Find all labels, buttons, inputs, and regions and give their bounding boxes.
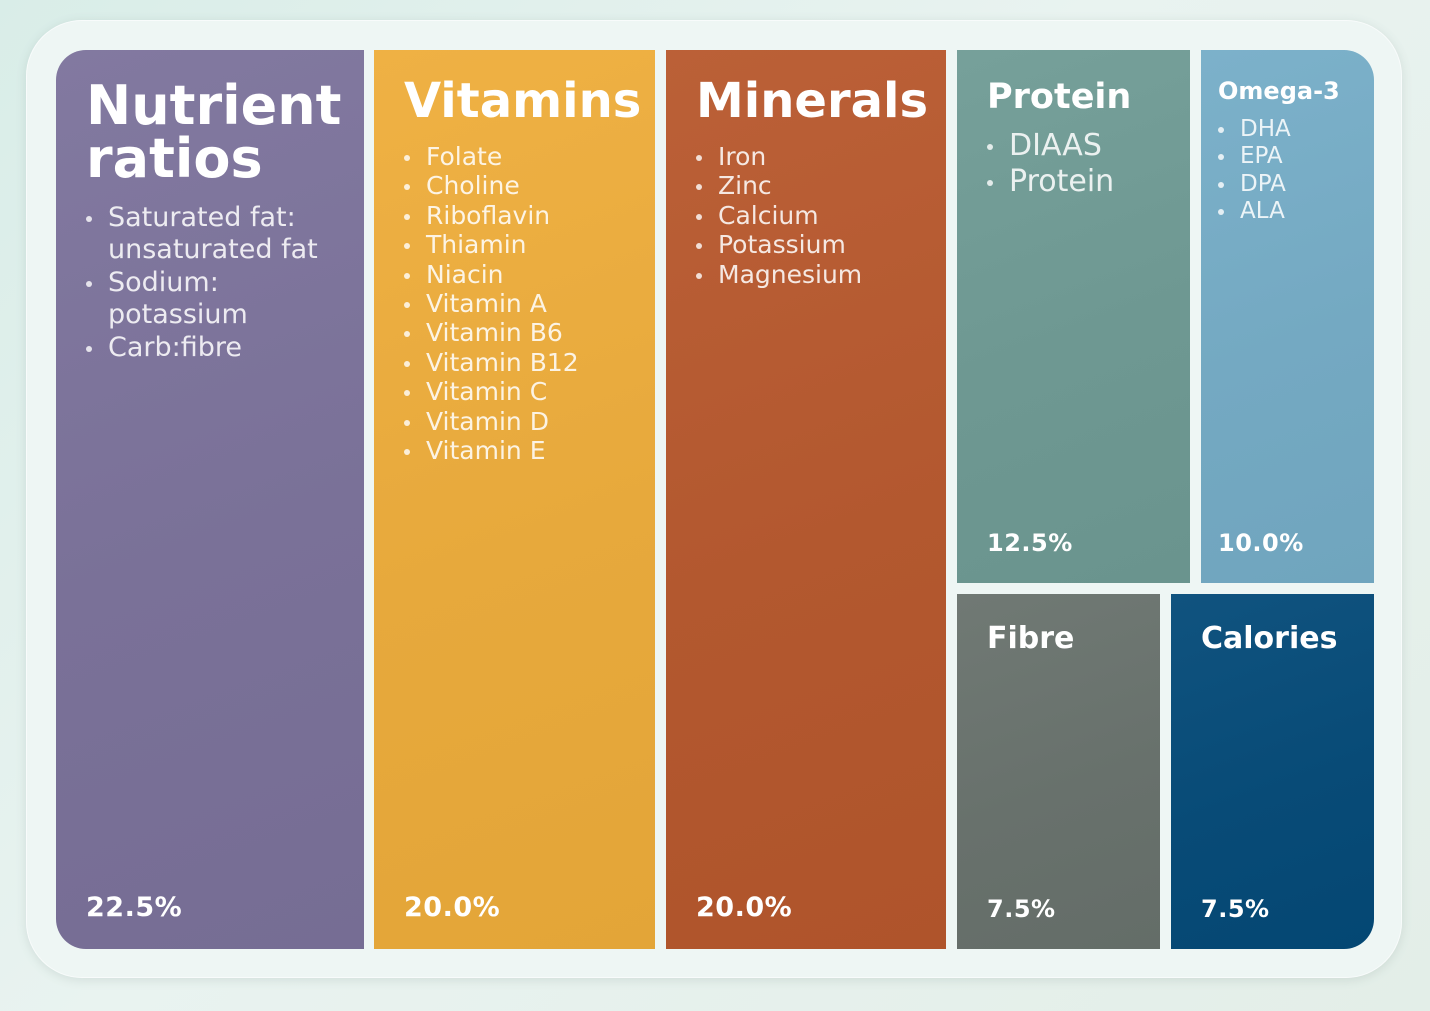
list-item-niacin: Niacin <box>404 260 644 289</box>
list-item-folate: Folate <box>404 142 644 171</box>
list-item-iron: Iron <box>696 142 936 171</box>
tile-percent-nutrient-ratios: 22.5% <box>86 892 183 923</box>
tile-title-vitamins: Vitamins <box>404 73 642 129</box>
list-item-dpa: DPA <box>1218 171 1368 198</box>
tile-nutrient-ratios: Nutrient ratios Saturated fat: unsaturate… <box>56 50 364 949</box>
list-item-vitamin-c: Vitamin C <box>404 377 644 406</box>
tile-list-minerals: Iron Zinc Calcium Potassium Magnesium <box>696 142 936 289</box>
list-item-vitamin-b12: Vitamin B12 <box>404 348 644 377</box>
tile-list-vitamins: Folate Choline Riboflavin Thiamin Niacin Vita… <box>404 142 644 465</box>
tile-percent-omega-3: 10.0% <box>1218 529 1304 557</box>
list-item-dha: DHA <box>1218 116 1368 143</box>
tile-percent-vitamins: 20.0% <box>404 892 501 923</box>
tile-title-fibre: Fibre <box>987 621 1075 656</box>
tile-percent-fibre: 7.5% <box>987 895 1056 923</box>
tile-title-calories: Calories <box>1201 621 1338 656</box>
list-item-diaas: DIAAS <box>987 128 1187 164</box>
tile-omega-3: Omega-3 DHA EPA DPA ALA 10.0% <box>1201 50 1374 583</box>
tile-list-nutrient-ratios: Saturated fat: unsaturated fat Sodium: po… <box>86 202 326 366</box>
tile-list-protein: DIAAS Protein <box>987 128 1187 200</box>
tile-calories: Calories 7.5% <box>1171 594 1374 949</box>
tile-minerals: Minerals Iron Zinc Calcium Potassium Magnesiu… <box>666 50 946 949</box>
list-item-zinc: Zinc <box>696 171 936 200</box>
tile-title-omega-3: Omega-3 <box>1218 77 1340 105</box>
list-item-ala: ALA <box>1218 198 1368 225</box>
tile-fibre: Fibre 7.5% <box>957 594 1160 949</box>
list-item-thiamin: Thiamin <box>404 230 644 259</box>
list-item-protein: Protein <box>987 164 1187 200</box>
tile-list-omega-3: DHA EPA DPA ALA <box>1218 116 1368 225</box>
tile-vitamins: Vitamins Folate Choline Riboflavin Thiamin Ni… <box>374 50 655 949</box>
tile-title-minerals: Minerals <box>696 73 929 129</box>
tile-percent-protein: 12.5% <box>987 529 1073 557</box>
tile-percent-minerals: 20.0% <box>696 892 793 923</box>
list-item-saturated-fat-unsaturated-fat: Saturated fat: unsaturated fat <box>86 202 326 265</box>
list-item-choline: Choline <box>404 171 644 200</box>
tile-title-protein: Protein <box>987 77 1132 117</box>
list-item-vitamin-d: Vitamin D <box>404 407 644 436</box>
list-item-vitamin-b6: Vitamin B6 <box>404 318 644 347</box>
list-item-vitamin-a: Vitamin A <box>404 289 644 318</box>
list-item-sodium-potassium: Sodium: potassium <box>86 267 326 330</box>
list-item-riboflavin: Riboflavin <box>404 201 644 230</box>
tile-percent-calories: 7.5% <box>1201 895 1270 923</box>
tile-title-nutrient-ratios: Nutrient ratios <box>86 74 342 190</box>
tile-protein: Protein DIAAS Protein 12.5% <box>957 50 1190 583</box>
list-item-vitamin-e: Vitamin E <box>404 436 644 465</box>
list-item-magnesium: Magnesium <box>696 260 936 289</box>
list-item-carb-fibre: Carb:fibre <box>86 332 326 364</box>
list-item-potassium: Potassium <box>696 230 936 259</box>
list-item-epa: EPA <box>1218 143 1368 170</box>
list-item-calcium: Calcium <box>696 201 936 230</box>
